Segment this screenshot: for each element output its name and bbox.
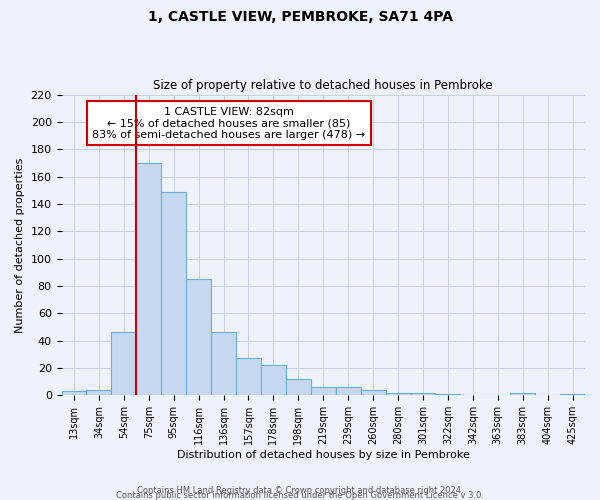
Text: Contains HM Land Registry data © Crown copyright and database right 2024.: Contains HM Land Registry data © Crown c… — [137, 486, 463, 495]
Bar — [112, 332, 136, 396]
Bar — [186, 279, 211, 396]
Bar — [211, 332, 236, 396]
Y-axis label: Number of detached properties: Number of detached properties — [15, 158, 25, 332]
Text: Contains public sector information licensed under the Open Government Licence v : Contains public sector information licen… — [116, 491, 484, 500]
Bar — [62, 391, 86, 396]
Bar — [311, 387, 336, 396]
Bar — [86, 390, 112, 396]
Text: 1 CASTLE VIEW: 82sqm
← 15% of detached houses are smaller (85)
83% of semi-detac: 1 CASTLE VIEW: 82sqm ← 15% of detached h… — [92, 106, 365, 140]
Bar — [436, 394, 460, 396]
Bar — [136, 163, 161, 396]
Bar — [236, 358, 261, 396]
Bar — [261, 366, 286, 396]
Title: Size of property relative to detached houses in Pembroke: Size of property relative to detached ho… — [154, 79, 493, 92]
Bar — [386, 392, 410, 396]
X-axis label: Distribution of detached houses by size in Pembroke: Distribution of detached houses by size … — [177, 450, 470, 460]
Bar — [161, 192, 186, 396]
Bar — [410, 392, 436, 396]
Bar — [336, 387, 361, 396]
Bar — [510, 392, 535, 396]
Bar — [361, 390, 386, 396]
Text: 1, CASTLE VIEW, PEMBROKE, SA71 4PA: 1, CASTLE VIEW, PEMBROKE, SA71 4PA — [148, 10, 452, 24]
Bar — [286, 379, 311, 396]
Bar — [560, 394, 585, 396]
